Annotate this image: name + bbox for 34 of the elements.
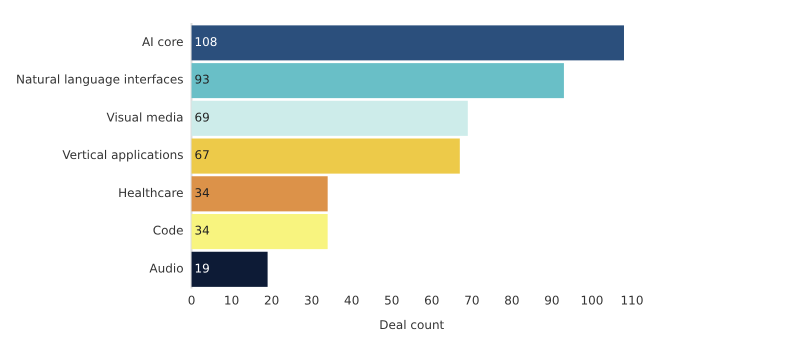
bar <box>192 25 624 60</box>
data-label: 108 <box>194 34 218 49</box>
y-tick-label: Vertical applications <box>62 148 184 162</box>
x-tick-label: 80 <box>504 294 520 308</box>
x-tick-label: 70 <box>464 294 480 308</box>
bar <box>192 176 328 212</box>
y-tick-label: AI core <box>142 34 184 49</box>
data-label: 93 <box>194 72 210 87</box>
data-label: 67 <box>194 148 210 162</box>
bar <box>192 252 268 287</box>
x-tick-label: 90 <box>544 294 560 308</box>
x-tick-label: 100 <box>580 294 604 308</box>
x-tick-label: 40 <box>344 294 360 308</box>
y-tick-label: Visual media <box>106 110 184 124</box>
x-axis-title: Deal count <box>379 318 445 332</box>
x-tick-label: 20 <box>264 294 280 308</box>
bar <box>192 100 468 136</box>
x-tick-label: 50 <box>384 294 400 308</box>
x-tick-label: 110 <box>620 294 644 308</box>
y-tick-label: Healthcare <box>118 186 184 200</box>
y-tick-label: Audio <box>149 261 184 276</box>
x-tick-label: 30 <box>304 294 320 308</box>
data-label: 19 <box>194 261 210 276</box>
x-tick-label: 10 <box>224 294 240 308</box>
data-label: 34 <box>194 186 210 200</box>
y-tick-label: Code <box>152 224 184 238</box>
data-label: 34 <box>194 224 210 238</box>
x-tick-label: 60 <box>424 294 440 308</box>
x-tick-label: 0 <box>188 294 196 308</box>
bar <box>192 214 328 250</box>
bar <box>192 138 460 174</box>
bar <box>192 63 564 98</box>
y-tick-label: Natural language interfaces <box>16 72 184 87</box>
data-label: 69 <box>194 110 210 124</box>
